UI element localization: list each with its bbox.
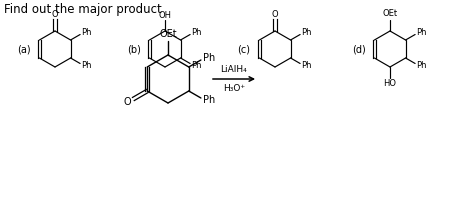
Text: OEt: OEt [383, 8, 398, 18]
Text: Ph: Ph [301, 28, 311, 37]
Text: Ph: Ph [301, 61, 311, 70]
Text: OEt: OEt [159, 29, 177, 39]
Text: HO: HO [383, 78, 396, 87]
Text: Find out the major product: Find out the major product [4, 3, 162, 16]
Text: Ph: Ph [416, 61, 427, 70]
Text: O: O [272, 9, 278, 19]
Text: O: O [52, 9, 58, 19]
Text: Ph: Ph [81, 61, 91, 70]
Text: Ph: Ph [203, 95, 215, 105]
Text: Ph: Ph [191, 28, 201, 37]
Text: O: O [124, 97, 131, 107]
Text: (a): (a) [17, 44, 31, 54]
Text: (d): (d) [352, 44, 366, 54]
Text: Ph: Ph [203, 53, 215, 63]
Text: H₃O⁺: H₃O⁺ [223, 84, 245, 93]
Text: LiAlH₄: LiAlH₄ [220, 64, 247, 73]
Text: OH: OH [158, 10, 172, 20]
Text: Ph: Ph [416, 28, 427, 37]
Text: Ph: Ph [191, 61, 201, 70]
Text: Ph: Ph [81, 28, 91, 37]
Text: (b): (b) [127, 44, 141, 54]
Text: (c): (c) [237, 44, 250, 54]
